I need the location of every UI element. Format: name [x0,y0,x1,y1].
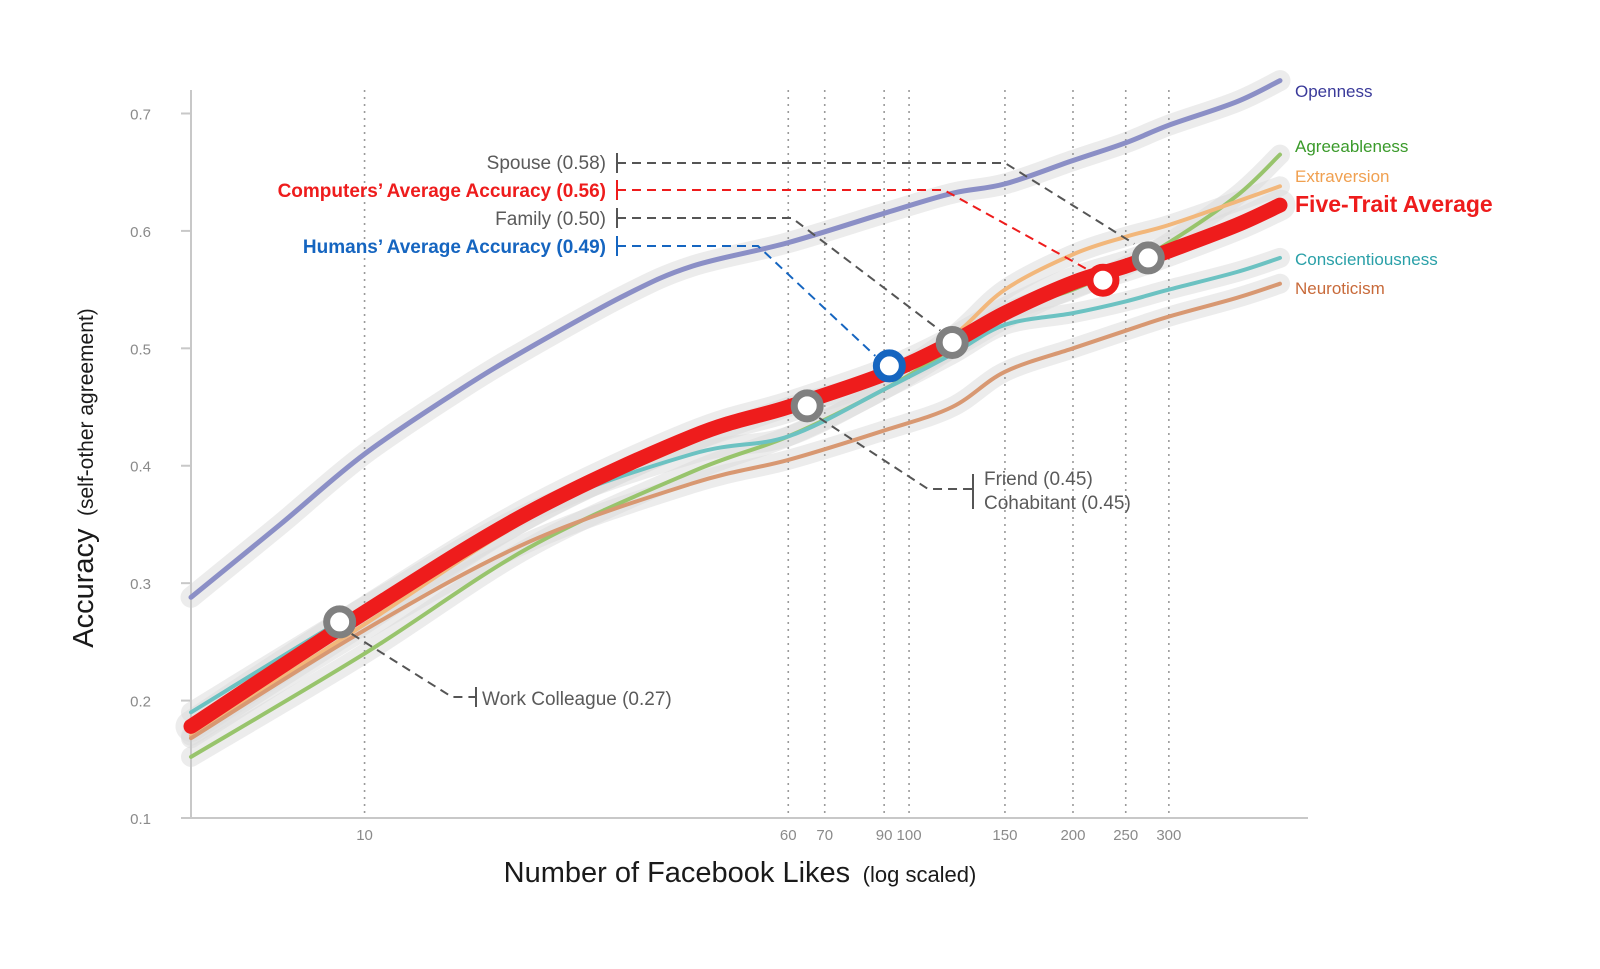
x-tick-label: 300 [1156,827,1181,844]
annotation-humans: Humans’ Average Accuracy (0.49) [303,237,606,258]
x-axis-ticks: 10 60 70 90 100 150 200 250 300 [356,827,1181,844]
x-tick-label: 150 [992,827,1017,844]
legend-neuroticism: Neuroticism [1295,279,1385,298]
y-tick-label: 0.4 [130,459,151,476]
relationship-markers [323,241,1165,639]
computers-leader [617,189,1090,272]
humans-leader [617,245,876,357]
annotation-spouse: Spouse (0.58) [487,153,606,174]
axes [190,90,1308,819]
y-tick-label: 0.7 [130,106,151,123]
annotation-computers: Computers’ Average Accuracy (0.56) [278,181,606,202]
y-tick-label: 0.5 [130,341,151,358]
x-tick-label: 70 [816,827,833,844]
x-axis-label-note: (log scaled) [863,862,977,887]
y-axis-label: Accuracy [68,528,100,648]
y-tick-label: 0.3 [130,576,151,593]
y-tick-label: 0.6 [130,224,151,241]
legend-agreeableness: Agreeableness [1295,137,1408,156]
series-line [189,281,1282,741]
marker-circle [790,389,824,423]
x-tick-label: 10 [356,827,373,844]
legend-five-trait-average: Five-Trait Average [1295,191,1493,217]
marker-circle [935,325,969,359]
legend-extraversion: Extraversion [1295,167,1389,186]
legend-conscientiousness: Conscientiousness [1295,250,1438,269]
y-axis-title: Accuracy (self-other agreement) [68,308,100,647]
marker-circle [1131,241,1165,275]
marker-circle [872,349,906,383]
x-axis-title: Number of Facebook Likes (log scaled) [504,857,977,889]
legend-openness: Openness [1295,82,1373,101]
y-axis-label-note: (self-other agreement) [75,308,98,516]
x-tick-label: 250 [1113,827,1138,844]
y-axis-ticks: 0.1 0.2 0.3 0.4 0.5 0.6 0.7 [130,106,191,828]
annotation-cohabitant: Cohabitant (0.45) [984,493,1131,514]
annotation-work-colleague: Work Colleague (0.27) [482,689,672,710]
y-tick-label: 0.2 [130,694,151,711]
annotation-friend: Friend (0.45) [984,469,1093,490]
marker-circle [323,605,357,639]
x-tick-label: 90 [876,827,893,844]
x-axis-label: Number of Facebook Likes [504,857,851,889]
annotation-leaders [351,153,1135,707]
x-tick-label: 200 [1060,827,1085,844]
series-line [188,78,1283,600]
marker-circle [1086,263,1120,297]
x-tick-label: 60 [780,827,797,844]
annotation-family: Family (0.50) [495,209,606,230]
y-tick-label: 0.1 [130,811,151,828]
x-tick-label: 100 [897,827,922,844]
